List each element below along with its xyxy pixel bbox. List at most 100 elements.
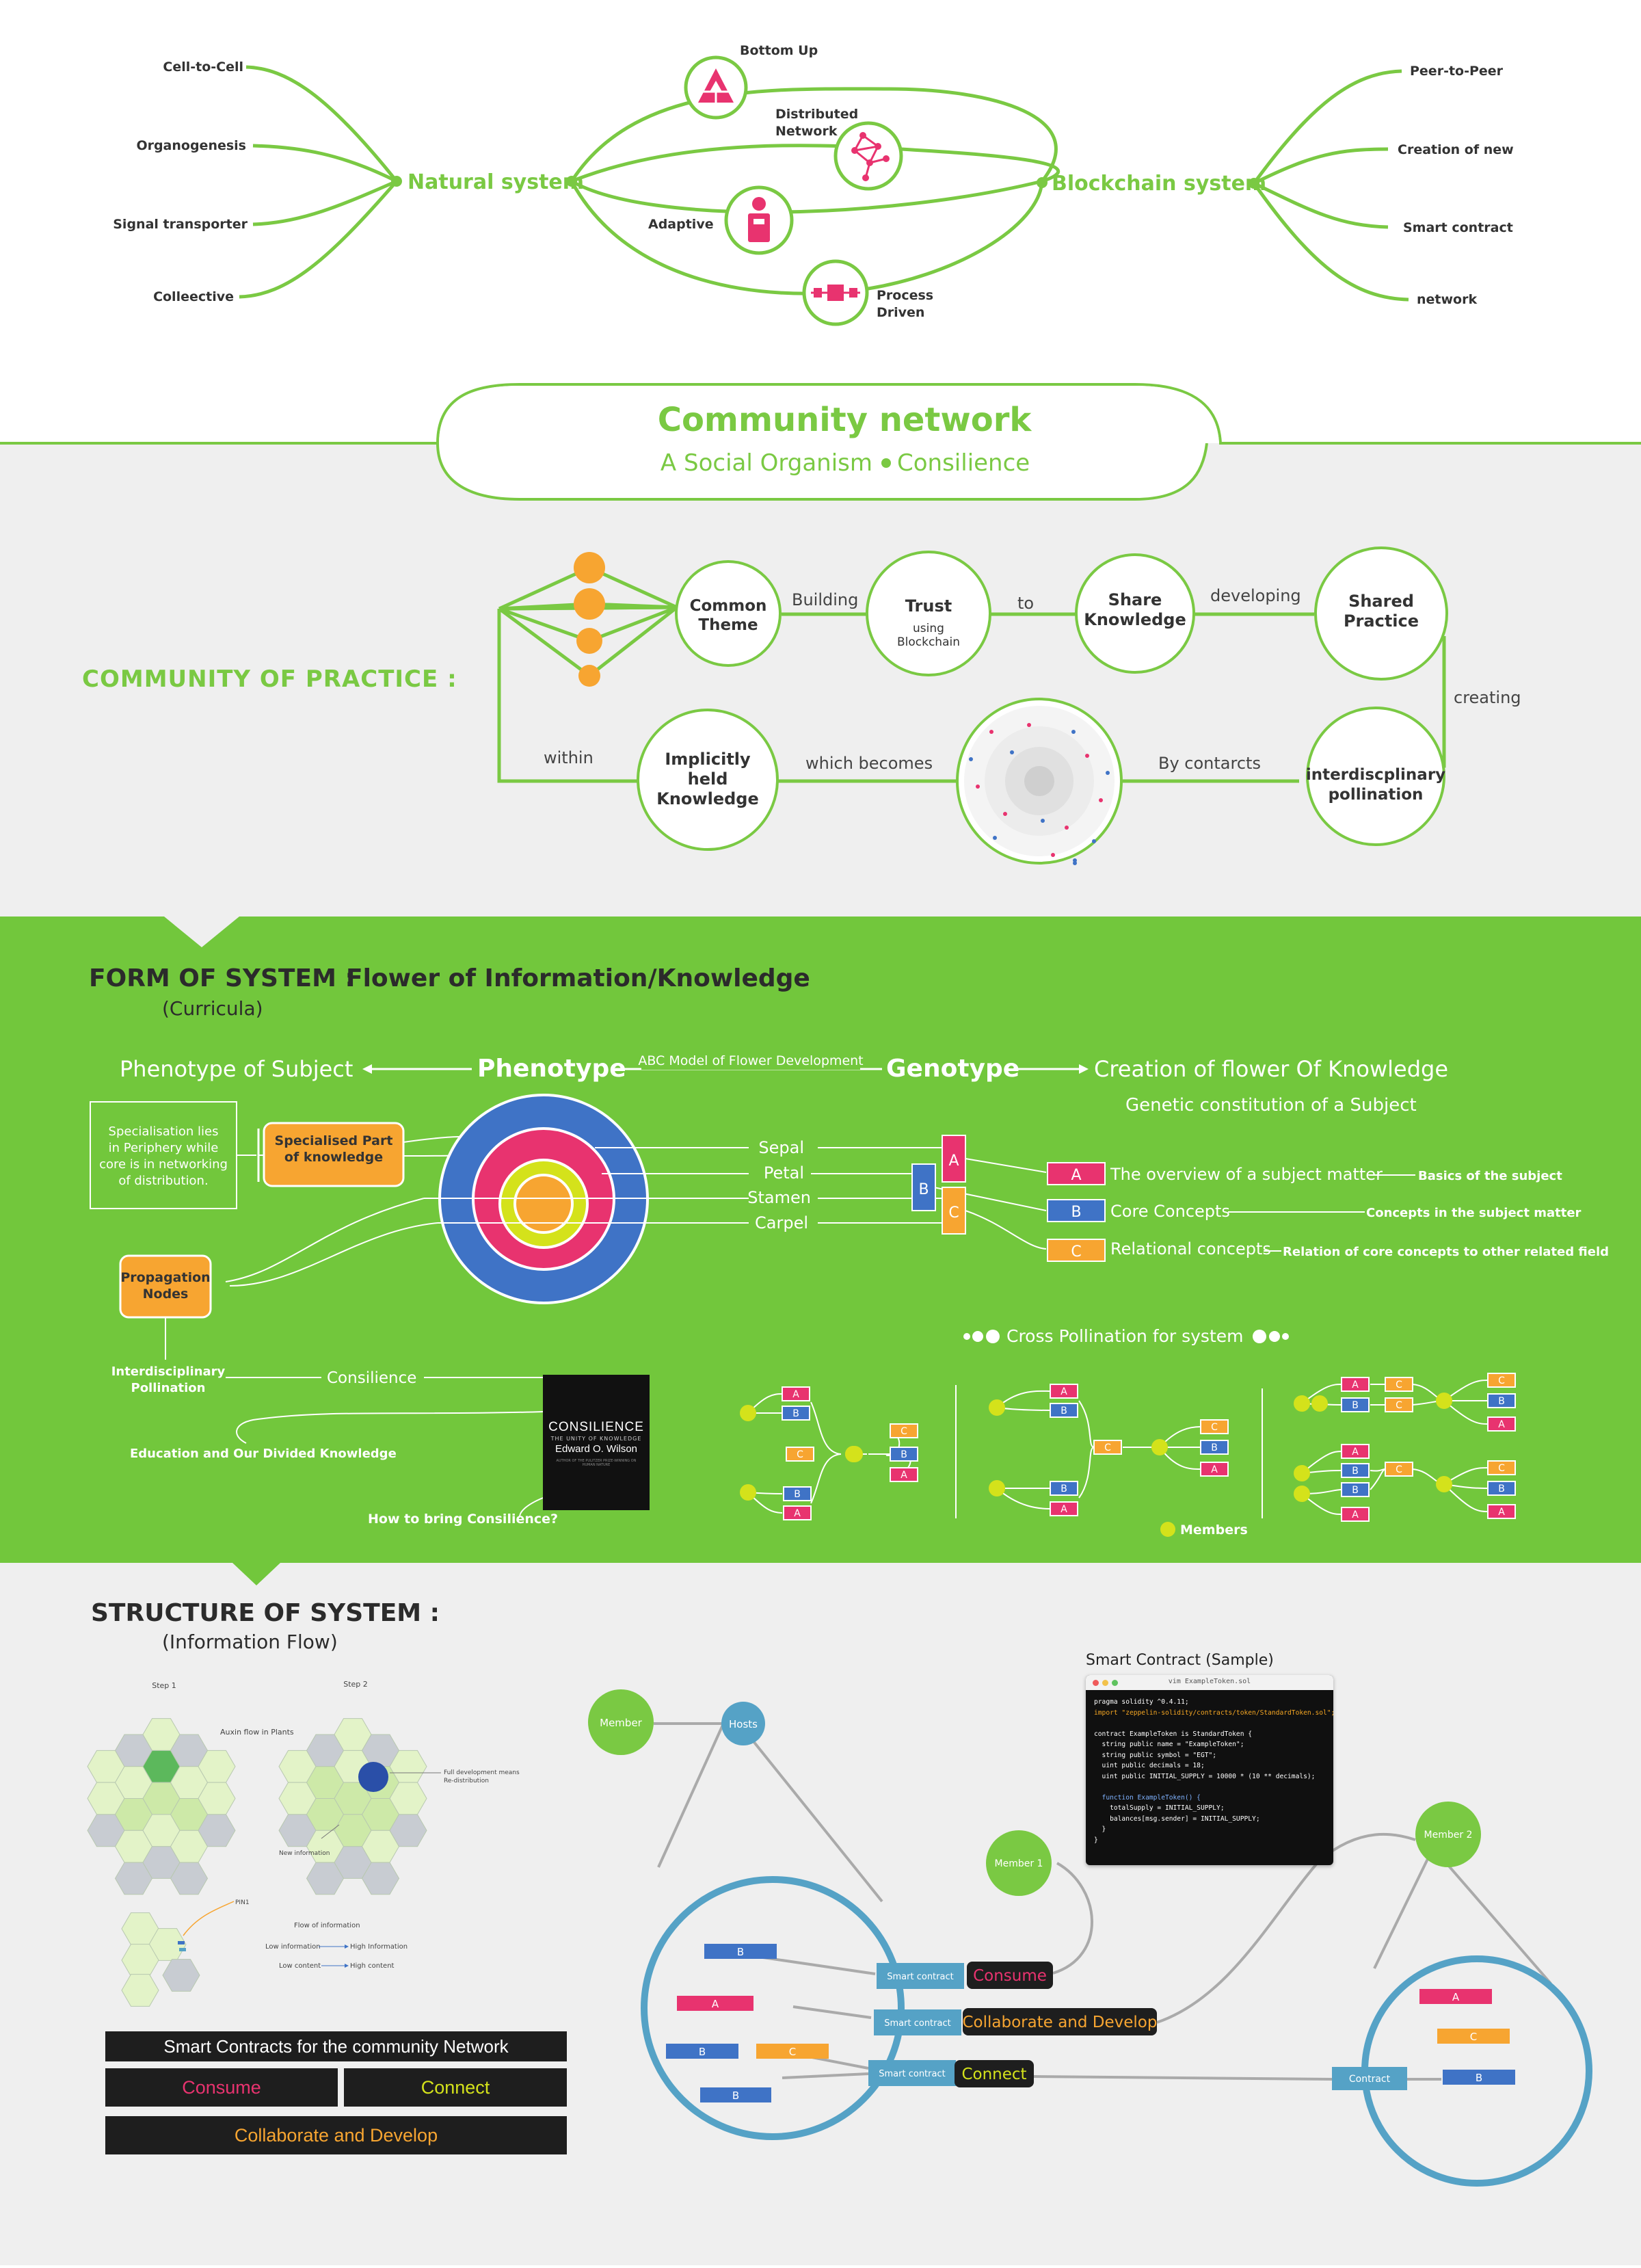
collaborate-cell[interactable]: Collaborate and Develop: [105, 2116, 567, 2154]
phenotype-label: Phenotype: [477, 1055, 626, 1083]
community-top-line: [0, 383, 1641, 445]
token-b: B: [737, 1946, 744, 1958]
code-line: }: [1094, 1836, 1098, 1844]
hosts-label: Hosts: [729, 1718, 758, 1730]
pollination-link: [996, 1488, 1051, 1509]
form-heading: FORM OF SYSTEM :: [89, 964, 355, 992]
connect-cell[interactable]: Connect: [344, 2068, 567, 2107]
structure-section: [0, 1563, 1641, 2265]
auxin-label: Auxin flow in Plants: [220, 1728, 294, 1737]
hex-cell: [121, 1974, 159, 2007]
pollination-letter: B: [1352, 1466, 1359, 1477]
code-line: import "zeppelin-solidity/contracts/toke…: [1094, 1709, 1333, 1717]
developing-label: developing: [1210, 586, 1301, 605]
code-line: uint public INITIAL_SUPPLY = 10000 * (10…: [1094, 1772, 1316, 1780]
trust-sub: using: [913, 622, 944, 635]
dot: [1073, 858, 1077, 862]
member2-tokens: A C B: [1419, 1989, 1515, 2085]
hosts-node: [721, 1702, 765, 1745]
pollination-link: [1443, 1380, 1489, 1401]
natural-system-title: Natural system: [408, 170, 584, 194]
blockchain-node: [1249, 178, 1259, 189]
pollination-link: [1443, 1484, 1489, 1512]
member-tokens: B A B C B: [666, 1944, 829, 2102]
pin1-label: PIN1: [235, 1899, 250, 1906]
practice-labels: Common Theme Trust using Blockchain Shar…: [656, 590, 1445, 808]
close-dot-icon[interactable]: [1093, 1680, 1099, 1686]
book-title: CONSILIENCE: [548, 1420, 644, 1434]
pollination-box: [1487, 1481, 1516, 1496]
step2-label: Step 2: [343, 1680, 368, 1689]
concept-rows: A B C The overview of a subject matter C…: [1047, 1162, 1609, 1262]
arrow-head-icon: [345, 1944, 349, 1949]
contract-label: Contract: [1349, 2074, 1391, 2085]
by-contracts-label: By contarcts: [1158, 754, 1261, 773]
blockchain-item: network: [1417, 292, 1477, 307]
pollination-letter: A: [794, 1508, 801, 1519]
hex-cell: [198, 1814, 236, 1847]
pollination-letter: A: [1211, 1464, 1218, 1475]
carpel-label: Carpel: [755, 1213, 808, 1232]
pollination-letter: C: [1396, 1400, 1402, 1411]
token-c: C: [789, 2046, 796, 2058]
section-notch-2: [232, 1563, 280, 1585]
pollination-box: [782, 1386, 810, 1401]
pollination-letter: B: [1060, 1484, 1067, 1494]
pollination-box: [1200, 1462, 1229, 1477]
interdisciplinary-pollination: Pollination: [131, 1381, 206, 1395]
maximize-dot-icon[interactable]: [1112, 1680, 1118, 1686]
pollination-letter: B: [794, 1489, 801, 1500]
pollination-link: [996, 1390, 1051, 1408]
smart-contract-label: Smart contract: [879, 2069, 945, 2079]
shared-practice-label: Practice: [1344, 611, 1419, 631]
code-line: }: [1094, 1825, 1106, 1833]
smart-contract-sample-title: Smart Contract (Sample): [1086, 1652, 1274, 1669]
natural-node-right: [566, 176, 577, 187]
pollination-letter: A: [1352, 1509, 1359, 1520]
process-driven-icon: [802, 259, 869, 326]
code-line: function ExampleToken() {: [1094, 1793, 1201, 1802]
token-b: B: [1476, 2072, 1482, 2084]
member-node: [588, 1689, 654, 1755]
common-theme-label: Common: [690, 597, 767, 615]
full-dev-cell: [358, 1762, 388, 1792]
abc-label: ABC Model of Flower Development: [638, 1053, 863, 1068]
member-dot: [989, 1480, 1005, 1496]
sepal-label: Sepal: [758, 1138, 804, 1157]
member-dot: [1436, 1476, 1452, 1492]
pin1-marker: [179, 1948, 186, 1951]
pollination-letter: B: [1498, 1396, 1505, 1407]
full-dev-label: Full development means: [444, 1769, 520, 1776]
consilience-label: Consilience: [327, 1369, 416, 1387]
consume-cell[interactable]: Consume: [105, 2068, 338, 2107]
specialisation-line: of distribution.: [118, 1174, 208, 1188]
pollination-box: [1487, 1393, 1516, 1408]
distributed-label: Network: [775, 124, 838, 139]
pollination-letter: C: [1498, 1463, 1505, 1474]
token-a: A: [1452, 1991, 1460, 2003]
consume-pill: Consume: [973, 1967, 1047, 1985]
section-notch-1: [164, 917, 239, 947]
genotype-label: Genotype: [886, 1055, 1019, 1083]
share-knowledge-label: Share: [1108, 590, 1162, 609]
distributed-label: Distributed: [775, 107, 858, 122]
pollination-letter: B: [1498, 1484, 1505, 1494]
pollination-box: [1385, 1462, 1413, 1477]
trust-label: Trust: [905, 596, 952, 616]
abc-boxes: A B C: [911, 1135, 966, 1235]
community-of-practice-heading: COMMUNITY OF PRACTICE :: [82, 665, 457, 693]
member2-node: [1415, 1802, 1481, 1867]
minimize-dot-icon[interactable]: [1102, 1680, 1108, 1686]
network-links: [654, 1722, 1552, 2081]
high-info-label: High Information: [350, 1943, 408, 1951]
member-dot: [846, 1446, 863, 1462]
collaborate-pill: Collaborate and Develop: [963, 2014, 1158, 2031]
hex-cell: [389, 1814, 427, 1847]
connector: [236, 1411, 544, 1444]
letter-b: B: [1071, 1204, 1081, 1221]
pollination-box: [1200, 1419, 1229, 1434]
token-b: B: [699, 2046, 706, 2058]
pollination-letter: A: [1060, 1504, 1067, 1515]
flow-label: Flow of information: [294, 1922, 360, 1929]
